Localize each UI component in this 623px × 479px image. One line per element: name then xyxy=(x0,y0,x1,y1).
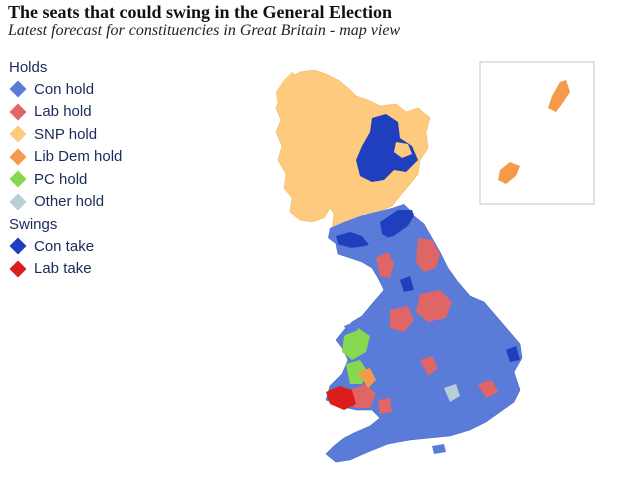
legend-item-lab-take: Lab take xyxy=(9,258,169,281)
map-legend: Holds Con hold Lab hold SNP hold Lib Dem… xyxy=(9,58,169,280)
legend-item-con-take: Con take xyxy=(9,235,169,258)
legend-label: SNP hold xyxy=(34,125,98,143)
region-orkney xyxy=(498,162,520,184)
legend-heading-holds: Holds xyxy=(9,59,48,76)
region-yorkshire-lab xyxy=(416,290,452,322)
region-midlands-lab xyxy=(420,356,438,376)
legend-label: Lib Dem hold xyxy=(34,148,123,166)
region-lib-dem-wales xyxy=(358,368,376,388)
page-title: The seats that could swing in the Genera… xyxy=(8,2,393,22)
legend-item-pc-hold: PC hold xyxy=(9,168,169,191)
islands-inset-frame xyxy=(479,61,595,205)
region-wales-lab-take xyxy=(326,386,356,410)
legend-label: PC hold xyxy=(34,170,88,188)
region-cumbria-lab xyxy=(376,252,394,278)
legend-item-snp-hold: SNP hold xyxy=(9,123,169,146)
legend-label: Con hold xyxy=(34,80,95,98)
legend-item-con-hold: Con hold xyxy=(9,78,169,101)
legend-label: Other hold xyxy=(34,193,105,211)
region-ne-scotland-con-take xyxy=(356,114,418,182)
region-scotland xyxy=(275,69,431,233)
region-bristol-lab xyxy=(378,398,392,414)
region-western-isles xyxy=(276,72,298,108)
legend-label: Con take xyxy=(34,237,95,255)
legend-item-lab-hold: Lab hold xyxy=(9,101,169,124)
region-aberdeen-snp xyxy=(394,142,412,158)
region-england-con-take xyxy=(400,276,414,292)
region-lancashire-lab xyxy=(390,306,414,332)
region-anglesey xyxy=(344,322,358,334)
legend-item-other-hold: Other hold xyxy=(9,191,169,214)
region-north-east-lab xyxy=(416,238,440,272)
legend-label: Lab hold xyxy=(34,103,92,121)
region-south-wales-lab xyxy=(350,384,376,408)
page-subtitle: Latest forecast for constituencies in Gr… xyxy=(8,22,401,39)
legend-heading-swings: Swings xyxy=(9,216,58,233)
region-east-con-take xyxy=(506,346,520,362)
legend-label: Lab take xyxy=(34,260,92,278)
region-shetland xyxy=(548,80,570,112)
region-isle-of-wight xyxy=(432,444,446,454)
legend-item-lib-dem-hold: Lib Dem hold xyxy=(9,146,169,169)
region-london-lab xyxy=(478,380,498,398)
region-other-hold xyxy=(444,384,460,402)
region-north-wales-pc xyxy=(342,328,370,360)
